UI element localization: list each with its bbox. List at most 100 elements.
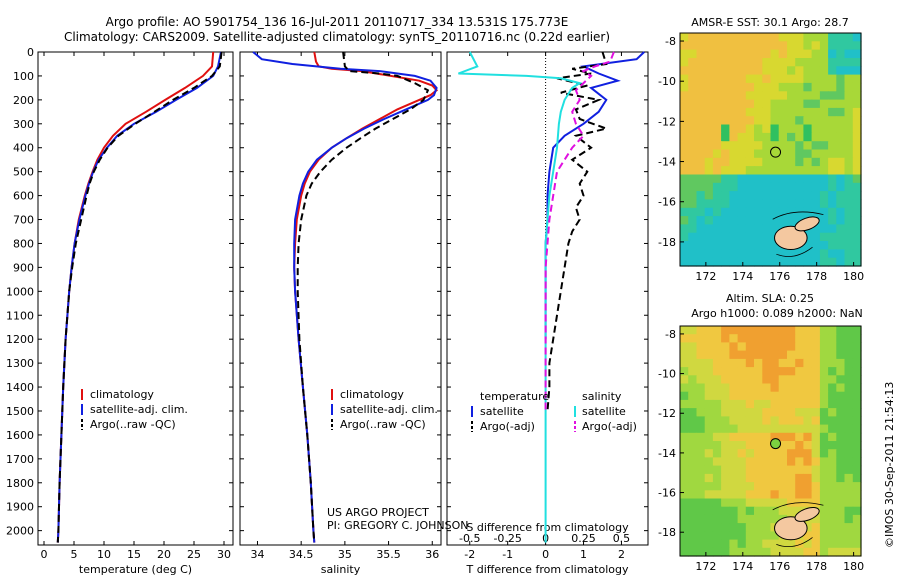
map-cell — [803, 82, 813, 92]
map-cell — [836, 523, 846, 532]
map-cell — [828, 482, 837, 491]
map-cell — [712, 74, 722, 84]
map-cell — [754, 82, 763, 92]
map-cell — [803, 33, 813, 42]
map-cell — [828, 416, 837, 426]
map-cell — [778, 82, 788, 92]
map-cell — [828, 342, 837, 352]
map-cell — [696, 465, 706, 475]
map-cell — [680, 350, 689, 360]
map-cell — [803, 482, 813, 491]
map-cell — [737, 358, 747, 368]
map-cell — [787, 157, 796, 167]
map-cell — [852, 141, 862, 151]
map-cell — [852, 424, 862, 434]
map-cell — [828, 457, 837, 467]
map-cell — [836, 116, 846, 126]
map-cell — [688, 232, 697, 242]
map-cell — [754, 66, 763, 76]
map-cell — [712, 457, 722, 467]
map-cell — [819, 375, 829, 385]
map-cell — [680, 465, 689, 475]
map-cell — [787, 58, 796, 67]
map-cell — [712, 408, 722, 417]
map-cell — [795, 149, 804, 159]
map-cell — [712, 449, 722, 458]
map-cell — [712, 358, 722, 368]
map-cell — [745, 216, 755, 225]
map-cell — [680, 408, 689, 417]
map-cell — [680, 124, 689, 134]
map-cell — [795, 107, 804, 117]
map-cell — [729, 408, 739, 417]
map-cell — [729, 482, 739, 491]
map-cell — [819, 74, 829, 84]
map-cell — [819, 157, 829, 167]
map-cell — [712, 241, 722, 250]
map-cell — [712, 465, 722, 475]
map-cell — [712, 531, 722, 541]
map-cell — [745, 457, 755, 467]
map-cell — [721, 41, 730, 51]
map-cell — [811, 514, 821, 524]
map-cell — [688, 473, 697, 483]
map-cell — [811, 191, 821, 200]
map-cell — [704, 107, 714, 117]
map-cell — [844, 408, 854, 417]
map-cell — [803, 107, 813, 117]
map-cell — [696, 383, 706, 393]
map-cell — [704, 41, 714, 51]
map-cell — [852, 232, 862, 242]
legend-title-salinity: salinity — [582, 390, 622, 403]
map-cell — [803, 399, 813, 409]
map-cell — [721, 232, 730, 242]
x-tick-label: 25 — [187, 548, 201, 561]
map-cell — [680, 66, 689, 76]
map-cell — [680, 457, 689, 467]
map-cell — [696, 107, 706, 117]
map-cell — [778, 350, 788, 360]
map-cell — [852, 506, 862, 516]
map-cell — [712, 326, 722, 335]
map-cell — [844, 58, 854, 67]
map-cell — [754, 416, 763, 426]
map-cell — [787, 408, 796, 417]
map-cell — [696, 224, 706, 234]
map-cell — [688, 482, 697, 491]
map-cell — [844, 199, 854, 209]
map-cell — [696, 482, 706, 491]
map-cell — [803, 326, 813, 335]
map-cell — [712, 207, 722, 217]
map-cell — [819, 182, 829, 192]
map-cell — [803, 457, 813, 467]
map-cell — [712, 391, 722, 401]
map-cell — [712, 232, 722, 242]
map-cell — [729, 490, 739, 500]
map-cell — [828, 33, 837, 42]
map-cell — [795, 399, 804, 409]
map-cell — [795, 482, 804, 491]
map-cell — [770, 199, 780, 209]
map-cell — [680, 216, 689, 225]
map-cell — [704, 498, 714, 508]
map-cell — [745, 241, 755, 250]
map-cell — [811, 408, 821, 417]
map-cell — [770, 375, 780, 385]
map-cell — [704, 424, 714, 434]
map-cell — [787, 74, 796, 84]
map-cell — [828, 199, 837, 209]
map-cell — [828, 216, 837, 225]
map-cell — [754, 342, 763, 352]
map-cell — [754, 514, 763, 524]
map-cell — [828, 249, 837, 259]
map-cell — [819, 66, 829, 76]
map-cell — [787, 326, 796, 335]
map-cell — [852, 249, 862, 259]
map-cell — [852, 408, 862, 417]
map-cell — [754, 506, 763, 516]
map-cell — [762, 326, 772, 335]
map-cell — [795, 539, 804, 549]
map-cell — [729, 249, 739, 259]
map-cell — [844, 132, 854, 142]
